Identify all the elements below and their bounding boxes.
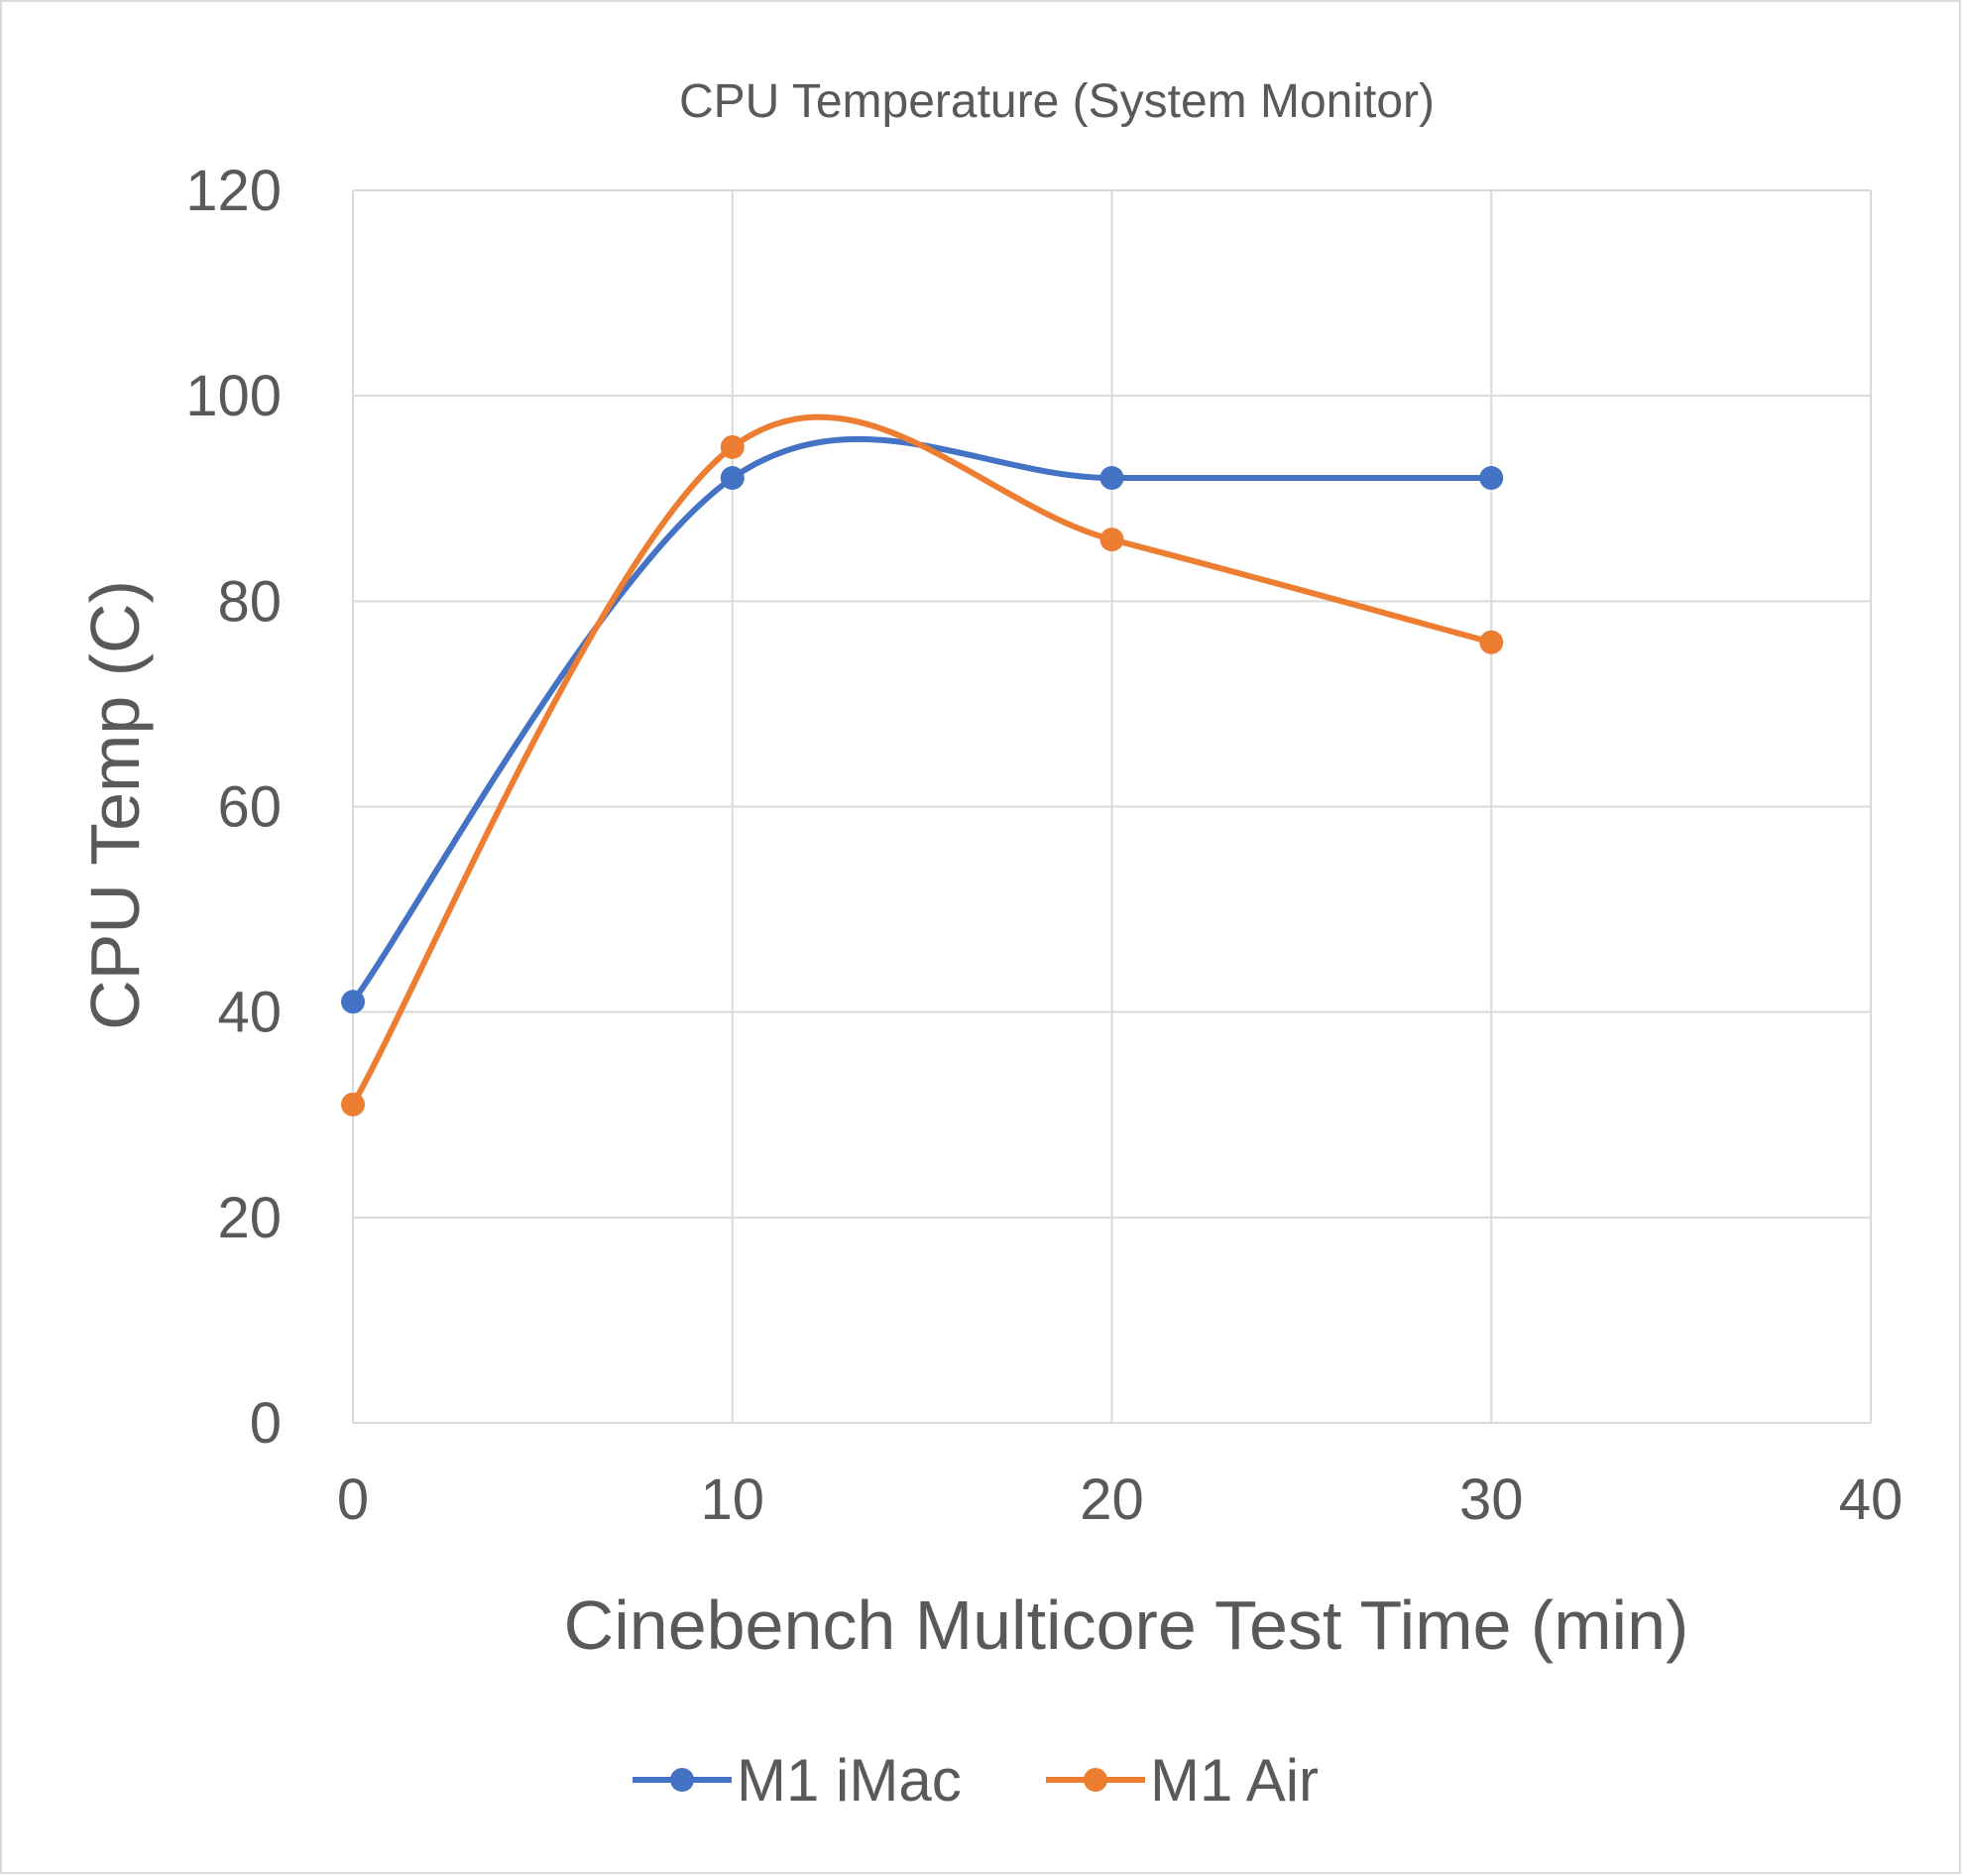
x-axis-label: Cinebench Multicore Test Time (min) xyxy=(564,1586,1689,1664)
data-point xyxy=(341,990,365,1014)
y-tick-label: 80 xyxy=(217,569,282,634)
data-point xyxy=(720,466,745,491)
x-tick-label: 0 xyxy=(337,1467,369,1532)
legend-swatch-marker xyxy=(1084,1768,1107,1792)
y-tick-label: 60 xyxy=(217,775,282,840)
y-tick-label: 0 xyxy=(250,1391,282,1456)
y-tick-label: 40 xyxy=(217,981,282,1045)
legend-label: M1 Air xyxy=(1150,1747,1319,1814)
x-tick-label: 10 xyxy=(700,1467,764,1532)
legend-swatch-marker xyxy=(670,1768,694,1792)
series-layer xyxy=(341,413,1504,1116)
data-point xyxy=(1099,528,1124,552)
data-point xyxy=(1479,630,1504,654)
data-point xyxy=(720,434,745,459)
series-m1-imac xyxy=(341,435,1504,1014)
y-tick-label: 100 xyxy=(185,364,282,428)
data-point xyxy=(1099,466,1124,491)
tick-labels: 0 20 40 60 80 100 120 0 10 20 30 40 xyxy=(185,159,1903,1532)
y-tick-label: 120 xyxy=(185,159,282,223)
y-tick-label: 20 xyxy=(217,1186,282,1250)
gridlines xyxy=(352,189,1872,1424)
legend-label: M1 iMac xyxy=(737,1747,962,1814)
legend-item: M1 iMac xyxy=(633,1747,962,1814)
legend: M1 iMac M1 Air xyxy=(633,1747,1319,1814)
data-point xyxy=(341,1092,365,1116)
x-tick-label: 30 xyxy=(1459,1467,1524,1532)
series-line xyxy=(350,413,1495,1108)
y-axis-label: CPU Temp (C) xyxy=(76,580,154,1030)
x-tick-label: 20 xyxy=(1080,1467,1144,1532)
chart-title: CPU Temperature (System Monitor) xyxy=(679,75,1435,128)
series-m1-air xyxy=(341,413,1504,1116)
legend-item: M1 Air xyxy=(1046,1747,1319,1814)
x-tick-label: 40 xyxy=(1839,1467,1904,1532)
data-point xyxy=(1479,466,1504,491)
series-line xyxy=(350,435,1495,1005)
